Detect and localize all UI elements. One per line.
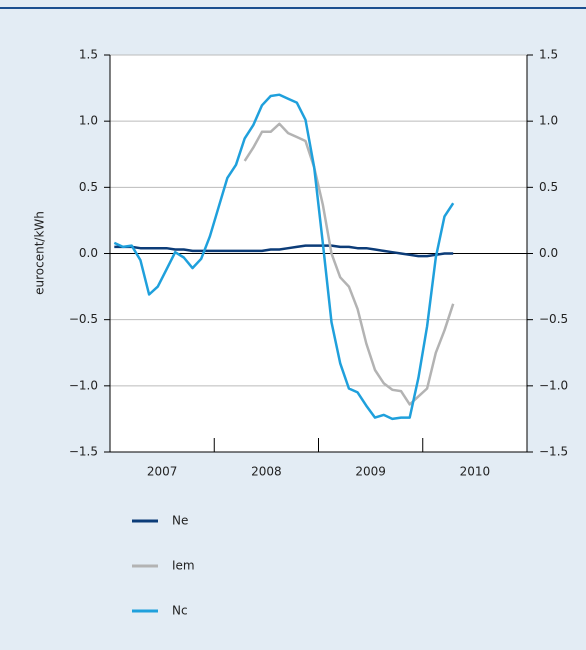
- series-line: [113, 93, 455, 421]
- y2-tick-label: 0.5: [539, 180, 558, 194]
- y-tick-label: −1.0: [69, 378, 98, 392]
- y2-tick-label: −1.0: [539, 378, 568, 392]
- y-tick-label: 0.5: [79, 180, 98, 194]
- x-tick-label: 2007: [147, 465, 178, 479]
- y-tick-label: 1.5: [79, 48, 98, 62]
- x-tick-label: 2009: [355, 465, 386, 479]
- legend-label: Nc: [172, 604, 188, 618]
- y2-tick-label: −0.5: [539, 312, 568, 326]
- y-tick-label: −1.5: [69, 445, 98, 459]
- y2-tick-label: 1.0: [539, 114, 558, 128]
- series-line: [114, 244, 454, 258]
- y-axis-label: eurocent/kWh: [33, 211, 47, 295]
- legend-label: Ne: [172, 514, 188, 528]
- x-tick-label: 2008: [251, 465, 282, 479]
- y-tick-label: 0.0: [79, 246, 98, 260]
- legend-label: Iem: [172, 559, 195, 573]
- y2-tick-label: 1.5: [539, 48, 558, 62]
- y2-tick-label: 0.0: [539, 246, 558, 260]
- y2-tick-label: −1.5: [539, 445, 568, 459]
- y-tick-label: −0.5: [69, 312, 98, 326]
- x-tick-label: 2010: [460, 465, 491, 479]
- series-line: [243, 122, 455, 406]
- y-tick-label: 1.0: [79, 114, 98, 128]
